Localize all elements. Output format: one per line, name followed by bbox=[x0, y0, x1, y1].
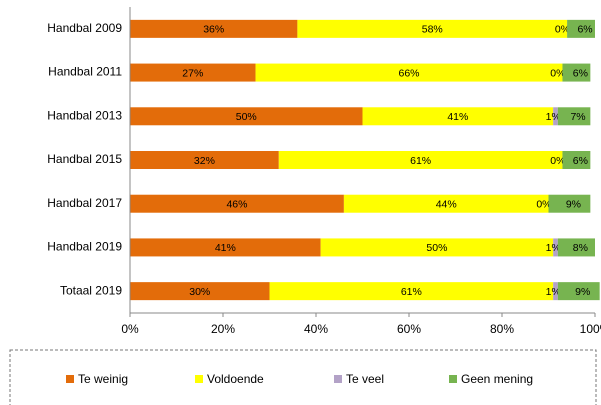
data-label: 1% bbox=[546, 286, 561, 298]
bar-segment bbox=[553, 107, 558, 126]
bar-segment bbox=[130, 63, 256, 82]
data-label: 9% bbox=[575, 286, 590, 298]
bar-segment bbox=[320, 238, 554, 257]
bar-segment bbox=[255, 63, 563, 82]
bar-segment bbox=[130, 282, 270, 301]
bar-segment bbox=[548, 194, 591, 213]
data-label: 8% bbox=[573, 242, 588, 254]
legend-swatch bbox=[66, 375, 74, 383]
bar-segment bbox=[130, 107, 363, 126]
data-label: 1% bbox=[546, 111, 561, 123]
data-label: 30% bbox=[189, 286, 210, 298]
x-tick-label: 60% bbox=[397, 322, 421, 336]
bar-segment bbox=[297, 19, 568, 38]
data-label: 7% bbox=[570, 111, 585, 123]
data-label: 41% bbox=[215, 242, 236, 254]
data-label: 0% bbox=[536, 198, 551, 210]
data-label: 41% bbox=[447, 111, 468, 123]
bar-segment bbox=[343, 194, 549, 213]
legend-label: Geen mening bbox=[461, 372, 533, 386]
bar-segment bbox=[130, 19, 298, 38]
legend-label: Voldoende bbox=[207, 372, 264, 386]
y-tick-label: Handbal 2017 bbox=[47, 196, 122, 210]
bar-segment bbox=[130, 151, 279, 169]
data-label: 0% bbox=[555, 24, 570, 36]
legend-swatch bbox=[449, 375, 457, 383]
data-label: 6% bbox=[573, 67, 588, 79]
x-tick-label: 20% bbox=[211, 322, 235, 336]
data-label: 27% bbox=[182, 67, 203, 79]
y-tick-label: Handbal 2013 bbox=[47, 108, 122, 122]
data-label: 6% bbox=[577, 24, 592, 36]
y-tick-label: Totaal 2019 bbox=[60, 283, 122, 297]
legend-swatch bbox=[334, 375, 342, 383]
legend-label: Te veel bbox=[346, 372, 384, 386]
data-label: 6% bbox=[573, 155, 588, 167]
data-label: 9% bbox=[566, 198, 581, 210]
data-label: 0% bbox=[550, 67, 565, 79]
bar-segment bbox=[562, 151, 591, 169]
bar-segment bbox=[557, 282, 600, 301]
bar-segment bbox=[130, 194, 344, 213]
legend-label: Te weinig bbox=[78, 372, 128, 386]
x-tick-label: 100% bbox=[580, 322, 601, 336]
y-tick-label: Handbal 2015 bbox=[47, 152, 122, 166]
x-tick-label: 0% bbox=[121, 322, 139, 336]
data-label: 32% bbox=[194, 155, 215, 167]
data-label: 50% bbox=[236, 111, 257, 123]
bar-segment bbox=[362, 107, 554, 126]
legend-swatch bbox=[195, 375, 203, 383]
x-tick-label: 80% bbox=[490, 322, 514, 336]
bar-segment bbox=[553, 282, 558, 301]
data-label: 66% bbox=[398, 67, 419, 79]
data-label: 50% bbox=[426, 242, 447, 254]
data-label: 58% bbox=[422, 24, 443, 36]
bar-segment bbox=[557, 107, 591, 126]
data-label: 61% bbox=[401, 286, 422, 298]
bar-segment bbox=[553, 238, 558, 257]
bar-segment bbox=[567, 19, 595, 38]
bar-segment bbox=[278, 151, 563, 169]
y-tick-label: Handbal 2009 bbox=[47, 21, 122, 35]
bar-segment bbox=[130, 238, 321, 257]
data-label: 1% bbox=[546, 242, 561, 254]
data-label: 46% bbox=[226, 198, 247, 210]
legend-box bbox=[9, 349, 597, 405]
data-label: 36% bbox=[203, 24, 224, 36]
bar-segment bbox=[557, 238, 595, 257]
data-label: 0% bbox=[550, 155, 565, 167]
data-label: 44% bbox=[436, 198, 457, 210]
y-tick-label: Handbal 2011 bbox=[48, 65, 122, 79]
y-tick-label: Handbal 2019 bbox=[47, 240, 122, 254]
bar-segment bbox=[562, 63, 591, 82]
data-label: 61% bbox=[410, 155, 431, 167]
bar-segment bbox=[269, 282, 554, 301]
x-tick-label: 40% bbox=[304, 322, 328, 336]
